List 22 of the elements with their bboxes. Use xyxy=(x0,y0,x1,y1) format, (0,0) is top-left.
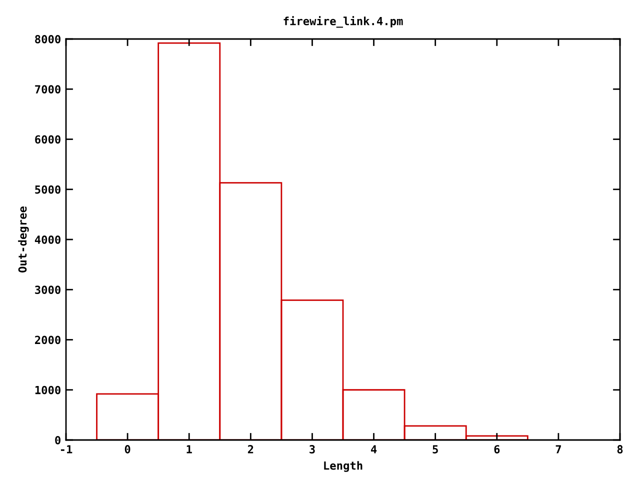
x-tick-label: 2 xyxy=(248,445,254,454)
y-tick-label: 1000 xyxy=(35,386,60,394)
y-tick-label: 0 xyxy=(55,436,60,444)
x-tick-label: 0 xyxy=(124,445,130,454)
x-tick-label: 4 xyxy=(370,445,377,454)
x-tick-label: 8 xyxy=(617,445,623,454)
x-tick-label: 7 xyxy=(556,445,561,454)
y-tick-label: 8000 xyxy=(35,34,60,44)
x-tick-label: 5 xyxy=(432,445,438,454)
x-axis-title: Length xyxy=(324,461,362,472)
y-tick-label: 4000 xyxy=(34,235,60,244)
x-tick-label: 6 xyxy=(494,445,500,454)
x-tick-label: 1 xyxy=(186,445,192,454)
x-tick-label: 3 xyxy=(310,445,315,454)
y-axis-title: Out-degree xyxy=(18,206,29,272)
y-tick-label: 3000 xyxy=(35,286,60,294)
chart-title: firewire_link.4.pm xyxy=(284,16,403,28)
y-tick-label: 5000 xyxy=(35,185,60,194)
x-tick-label: -1 xyxy=(60,445,72,454)
y-tick-label: 7000 xyxy=(35,85,60,94)
y-tick-label: 2000 xyxy=(35,336,60,344)
y-tick-label: 6000 xyxy=(35,135,60,144)
